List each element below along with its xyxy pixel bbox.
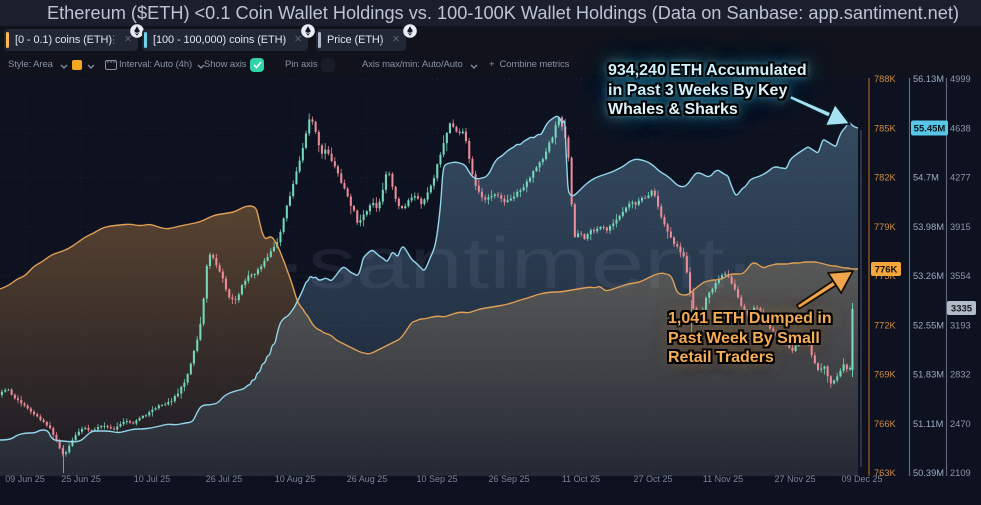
svg-text:27 Oct 25: 27 Oct 25 <box>633 474 672 484</box>
svg-text:26 Aug 25: 26 Aug 25 <box>347 474 388 484</box>
svg-text:56.13M: 56.13M <box>913 74 944 84</box>
svg-text:779K: 779K <box>874 222 897 232</box>
svg-text:11 Oct 25: 11 Oct 25 <box>562 474 600 484</box>
svg-text:52.55M: 52.55M <box>913 320 944 330</box>
svg-text:3193: 3193 <box>950 320 971 330</box>
svg-text:·santiment·: ·santiment· <box>276 224 756 304</box>
svg-text:4999: 4999 <box>950 74 971 84</box>
svg-text:10 Jul 25: 10 Jul 25 <box>134 474 171 484</box>
svg-text:3915: 3915 <box>950 222 971 232</box>
svg-text:27 Nov 25: 27 Nov 25 <box>774 474 815 484</box>
svg-text:26 Jul 25: 26 Jul 25 <box>206 474 243 484</box>
svg-text:776K: 776K <box>875 265 898 276</box>
svg-text:788K: 788K <box>874 74 897 84</box>
svg-text:51.11M: 51.11M <box>913 419 943 429</box>
svg-text:785K: 785K <box>874 123 897 133</box>
svg-text:775K: 775K <box>874 271 897 281</box>
svg-text:2109: 2109 <box>950 468 971 478</box>
svg-text:10 Sep 25: 10 Sep 25 <box>416 474 457 484</box>
svg-text:53.98M: 53.98M <box>913 222 944 232</box>
svg-text:25 Jun 25: 25 Jun 25 <box>61 474 101 484</box>
svg-text:09 Dec 25: 09 Dec 25 <box>841 474 882 484</box>
svg-text:2470: 2470 <box>950 419 971 429</box>
svg-text:55.45M: 55.45M <box>914 124 946 135</box>
svg-text:763K: 763K <box>874 468 897 478</box>
svg-text:11 Nov 25: 11 Nov 25 <box>703 474 743 484</box>
svg-text:3335: 3335 <box>951 304 973 315</box>
svg-text:09 Jun 25: 09 Jun 25 <box>5 474 45 484</box>
svg-text:4277: 4277 <box>950 173 971 183</box>
svg-text:53.26M: 53.26M <box>913 271 944 281</box>
svg-text:10 Aug 25: 10 Aug 25 <box>275 474 316 484</box>
svg-text:51.83M: 51.83M <box>913 370 944 380</box>
svg-text:26 Sep 25: 26 Sep 25 <box>488 474 529 484</box>
svg-text:766K: 766K <box>874 419 897 429</box>
svg-text:50.39M: 50.39M <box>913 468 944 478</box>
svg-text:769K: 769K <box>874 370 897 380</box>
svg-text:782K: 782K <box>874 173 897 183</box>
svg-text:772K: 772K <box>874 320 897 330</box>
svg-text:2832: 2832 <box>950 370 971 380</box>
svg-text:4638: 4638 <box>950 123 971 133</box>
svg-text:54.7M: 54.7M <box>913 173 939 183</box>
svg-text:3554: 3554 <box>950 271 971 281</box>
